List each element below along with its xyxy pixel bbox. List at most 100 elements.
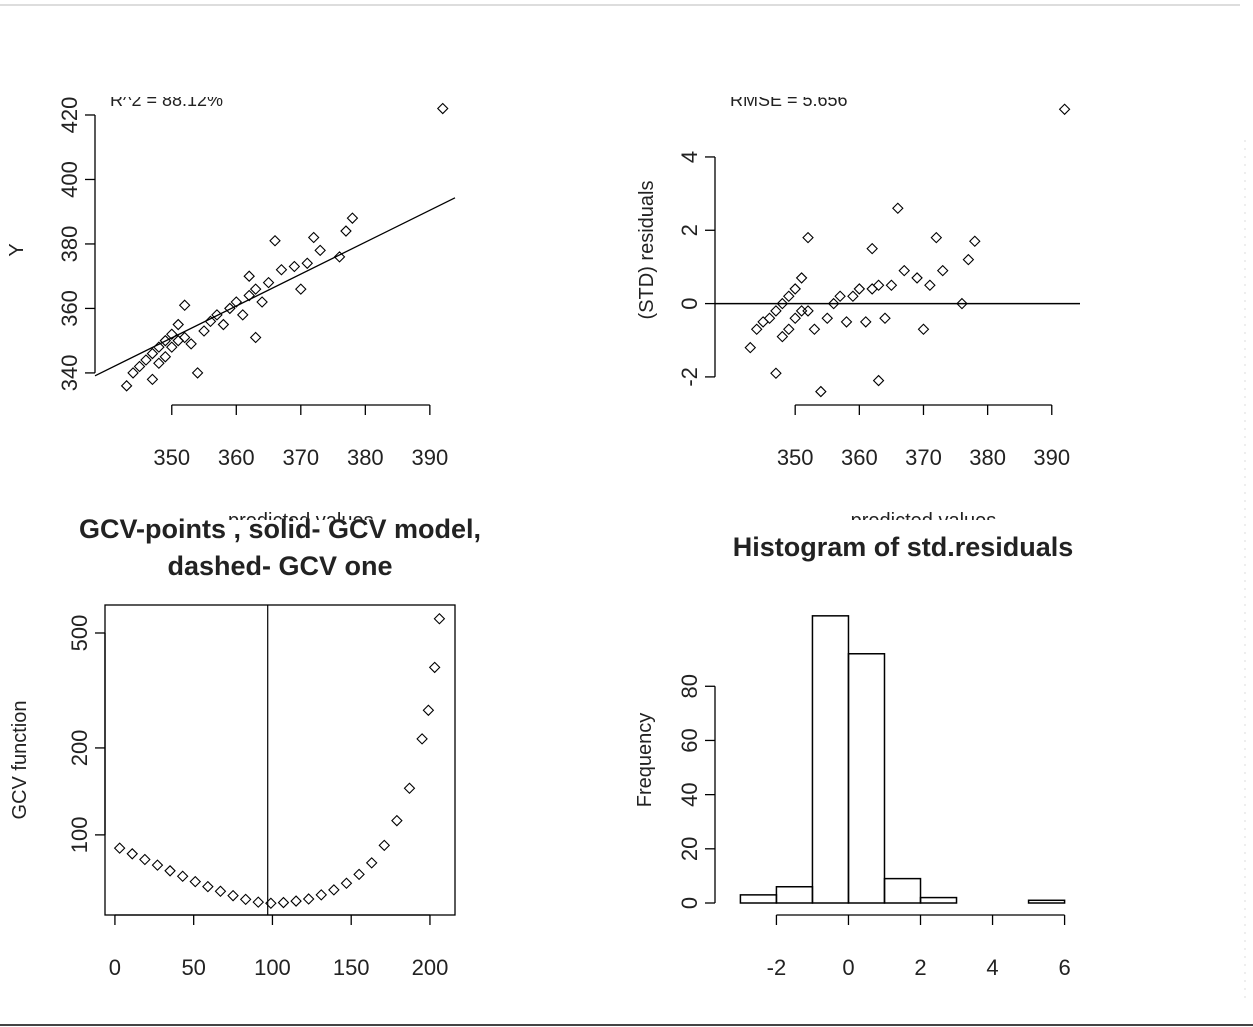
x-tick-label: 6 [1058, 955, 1070, 980]
point [198, 325, 210, 337]
y-axis-label: Y [6, 243, 28, 256]
point [416, 733, 428, 745]
point [815, 385, 827, 398]
point [789, 283, 801, 295]
y-tick-label: 380 [57, 226, 82, 263]
y-tick-label: 500 [67, 615, 92, 652]
x-axis-label: predicted values [851, 510, 997, 532]
x-tick-label: 50 [181, 955, 205, 980]
y-tick-label: 60 [677, 728, 702, 752]
y-axis-label: Frequency [634, 713, 656, 808]
x-tick-label: 0 [842, 955, 854, 980]
point [821, 312, 834, 325]
point [252, 896, 265, 908]
point [159, 334, 172, 347]
y-tick-label: 0 [677, 897, 702, 909]
point [243, 289, 255, 302]
point [236, 309, 249, 321]
x-tick-label: 150 [333, 955, 370, 980]
point [365, 857, 378, 869]
point [969, 235, 981, 248]
point [346, 212, 359, 224]
point [165, 328, 178, 341]
point [744, 341, 757, 354]
point [288, 260, 301, 273]
x-tick-label: 360 [218, 445, 255, 470]
point [847, 290, 859, 303]
panel: 350 360 370 380 390 340 360 380 400 420 Ypredicted… [6, 90, 456, 520]
point [151, 859, 164, 871]
point [956, 297, 968, 310]
point [126, 848, 139, 860]
point [153, 341, 165, 353]
point [892, 202, 904, 215]
point [301, 257, 314, 270]
point [290, 895, 302, 907]
point [436, 102, 449, 115]
annotation: R^2 = 88.12% [110, 90, 223, 110]
point [217, 318, 230, 331]
point [770, 305, 782, 317]
point [859, 316, 872, 328]
point [133, 360, 146, 373]
point [224, 302, 236, 315]
point [256, 296, 268, 308]
point [422, 704, 435, 717]
point [866, 283, 878, 295]
point [315, 889, 328, 901]
y-axis-label: GCV function [9, 701, 31, 820]
point [1058, 103, 1071, 116]
point [239, 893, 252, 906]
point [277, 896, 290, 909]
x-tick-label: 370 [282, 445, 319, 470]
point [789, 312, 801, 325]
point [211, 309, 223, 321]
point [314, 244, 326, 257]
histogram-bar [919, 896, 958, 904]
point [243, 270, 255, 282]
x-tick-label: 350 [153, 445, 190, 470]
point [403, 782, 416, 795]
point [189, 875, 202, 888]
x-tick-label: 0 [109, 955, 121, 980]
point [269, 234, 281, 247]
point [214, 885, 227, 898]
histogram-bar [775, 885, 814, 904]
point [275, 263, 288, 276]
point [962, 253, 975, 266]
annotation: RMSE = 5.656 [730, 90, 848, 110]
x-tick-label: 2 [914, 955, 926, 980]
x-tick-label: 380 [969, 445, 1006, 470]
point [262, 276, 275, 289]
y-tick-label: 400 [57, 161, 82, 198]
fit-line [94, 197, 456, 377]
point [230, 296, 243, 308]
point [834, 290, 846, 303]
panel: 350 360 370 380 390 -2 0 2 4 (STD) residuals predi… [636, 90, 1080, 532]
point [885, 279, 898, 292]
x-tick-label: 360 [841, 445, 878, 470]
point [328, 884, 340, 896]
x-tick-label: 350 [777, 445, 814, 470]
chart-title: dashed- GCV one [167, 551, 392, 581]
point [307, 231, 320, 244]
point [776, 330, 789, 343]
point [172, 334, 185, 347]
point [146, 373, 159, 386]
point [840, 316, 853, 328]
point [391, 814, 403, 827]
y-tick-label: -2 [677, 367, 702, 387]
point [295, 283, 307, 295]
point [808, 323, 821, 336]
point [249, 331, 262, 344]
point [776, 297, 789, 310]
x-tick-label: 390 [1033, 445, 1070, 470]
point [930, 231, 943, 244]
y-axis-label: (STD) residuals [636, 181, 658, 320]
histogram-bar [847, 653, 886, 904]
point [757, 316, 769, 328]
point [782, 290, 795, 303]
point [898, 264, 911, 277]
y-tick-label: 420 [57, 97, 82, 134]
